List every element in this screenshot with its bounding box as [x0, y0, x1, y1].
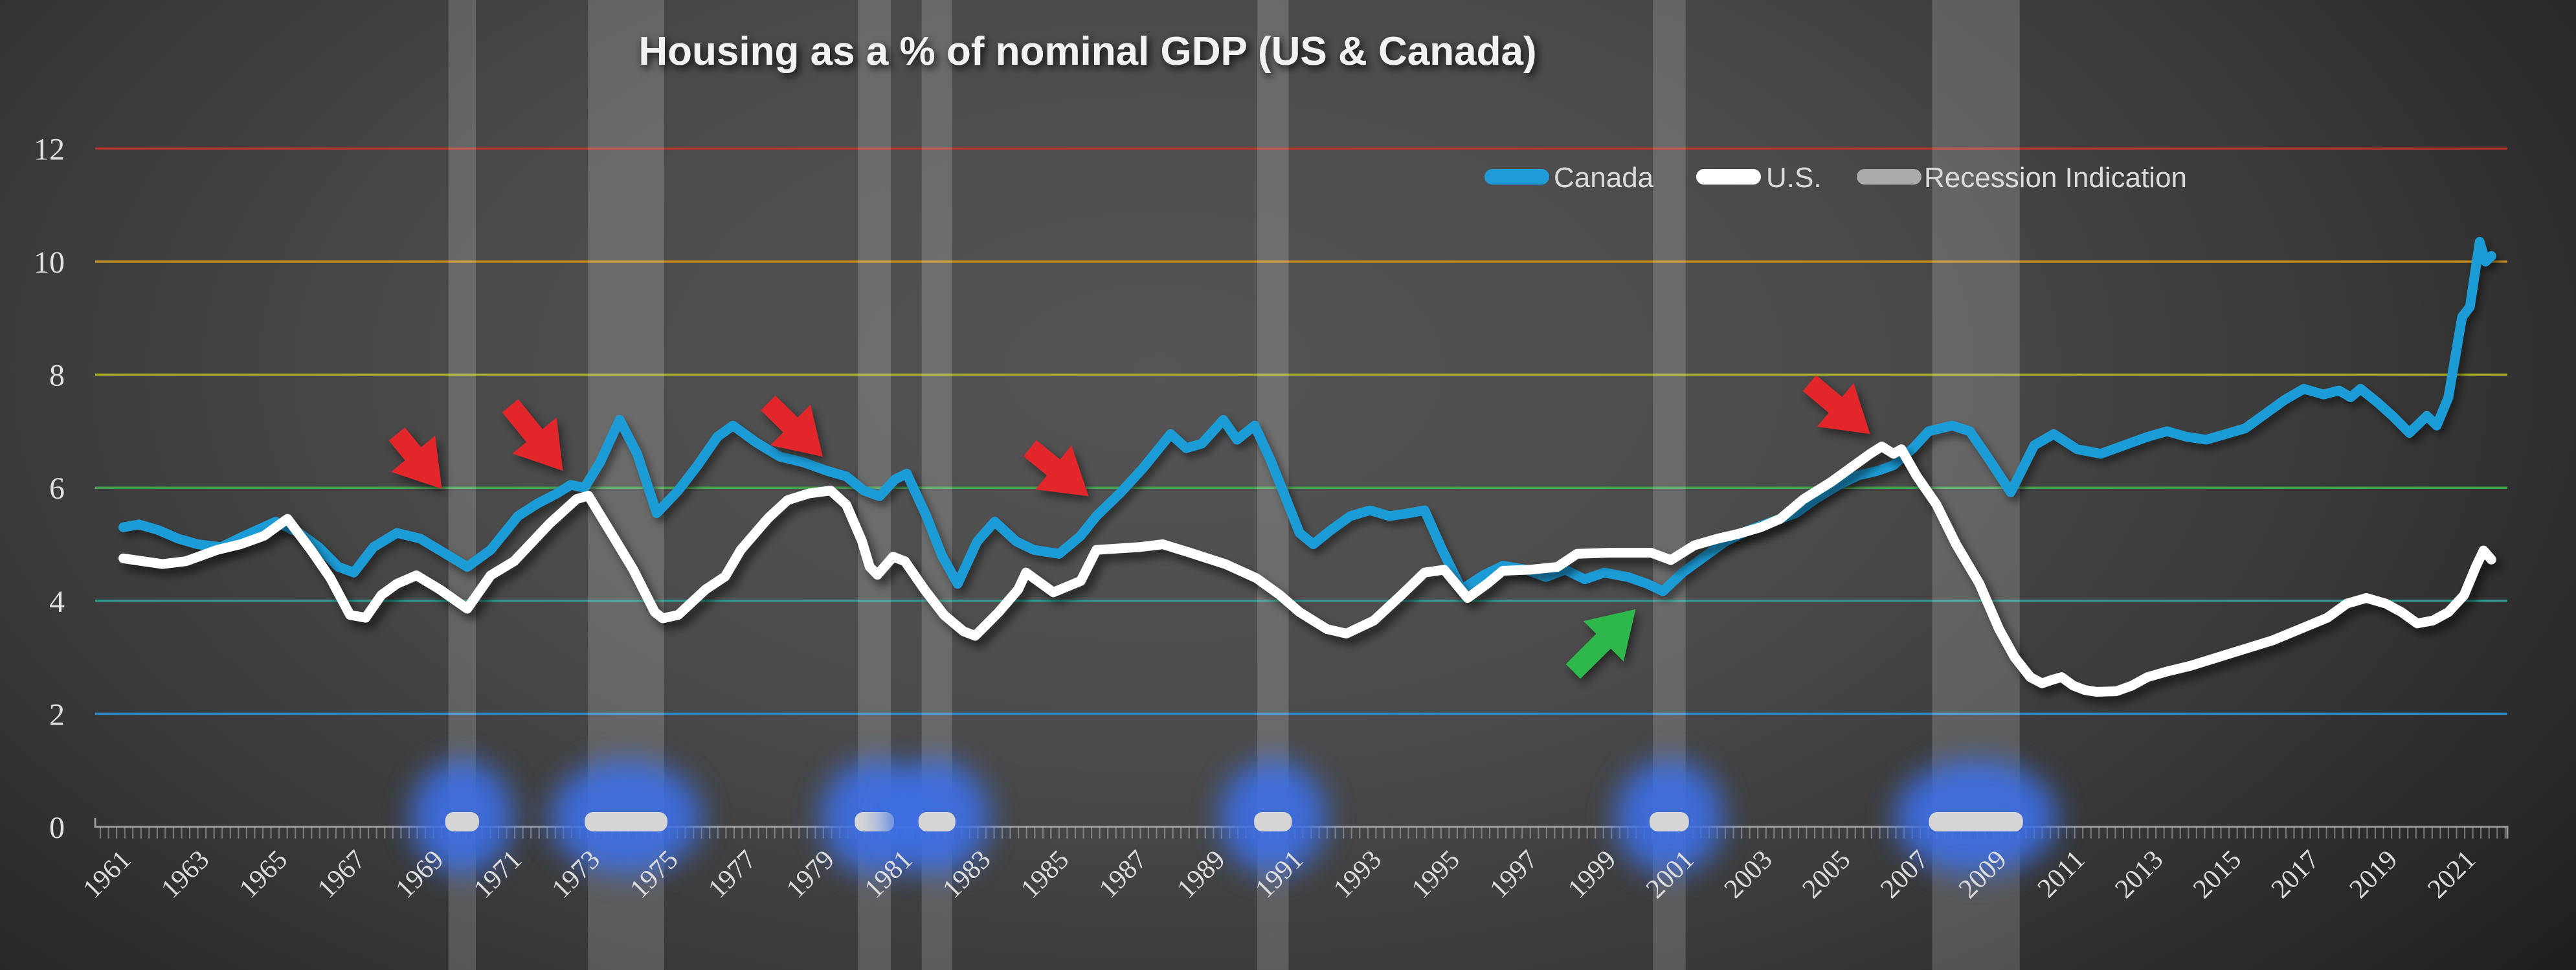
x-tick-label: 2011: [2032, 845, 2091, 904]
us-line: [118, 442, 2496, 697]
y-axis-labels: 0 2 4 6 8 10 12: [34, 132, 65, 845]
red-arrow-annotation: [761, 395, 823, 457]
x-tick-label: 1977: [702, 845, 762, 905]
x-tick-label: 1979: [781, 845, 840, 905]
canada-line: [118, 236, 2496, 596]
legend-swatch-recession[interactable]: [1857, 169, 1921, 185]
x-tick-label: 1967: [312, 845, 372, 905]
y-tick-label: 4: [49, 585, 65, 619]
x-tick-label: 2019: [2344, 845, 2404, 905]
x-tick-label: 1989: [1172, 845, 1231, 905]
x-tick-label: 2021: [2422, 845, 2481, 905]
x-tick-label: 1965: [234, 845, 293, 905]
legend-swatch-us[interactable]: [1696, 169, 1761, 185]
x-tick-label: 1993: [1328, 845, 1387, 905]
data-series: [118, 236, 2496, 697]
y-tick-label: 2: [49, 697, 65, 732]
legend-label-recession[interactable]: Recession Indication: [1924, 162, 2187, 194]
band-cap: [1649, 812, 1689, 831]
y-tick-label: 0: [49, 811, 65, 845]
annotation-arrows: [388, 375, 1870, 679]
band-cap: [918, 812, 956, 831]
x-tick-label: 1961: [78, 845, 137, 905]
legend-swatch-canada[interactable]: [1484, 169, 1549, 185]
y-tick-label: 12: [34, 132, 65, 166]
x-tick-label: 1963: [155, 845, 215, 905]
band-cap: [1929, 812, 2023, 831]
legend-label-us[interactable]: U.S.: [1766, 162, 1822, 194]
band-cap: [1254, 812, 1292, 831]
y-tick-label: 8: [49, 359, 65, 393]
legend: Canada U.S. Recession Indication: [1484, 162, 2187, 194]
x-tick-label: 2013: [2109, 845, 2169, 905]
red-arrow-annotation: [388, 427, 442, 489]
y-tick-label: 6: [49, 471, 65, 506]
red-arrow-annotation: [1802, 375, 1870, 434]
red-arrow-annotation: [502, 399, 563, 471]
x-tick-label: 1997: [1484, 845, 1544, 905]
band-cap: [585, 812, 667, 831]
x-tick-label: 2005: [1797, 845, 1856, 905]
y-tick-label: 10: [34, 245, 65, 280]
x-tick-label: 1987: [1093, 845, 1153, 905]
x-tick-label: 2017: [2266, 845, 2325, 905]
x-tick-label: 1985: [1015, 845, 1075, 905]
red-arrow-annotation: [1023, 440, 1089, 497]
green-arrow-annotation: [1565, 609, 1636, 679]
chart-title: Housing as a % of nominal GDP (US & Cana…: [638, 29, 1536, 74]
recession-band-caps: [410, 760, 2057, 874]
x-tick-label: 1999: [1562, 845, 1622, 905]
gridlines: [95, 147, 2507, 716]
x-tick-label: 2003: [1719, 845, 1778, 905]
legend-label-canada[interactable]: Canada: [1554, 162, 1654, 194]
band-cap: [445, 812, 479, 831]
x-tick-label: 2015: [2188, 845, 2247, 905]
x-tick-label: 1995: [1406, 845, 1466, 905]
